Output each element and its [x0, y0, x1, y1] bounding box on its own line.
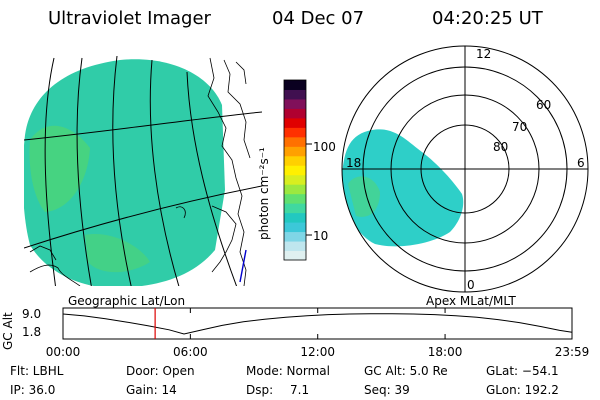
y-tick-label: 9.0 [22, 307, 42, 321]
colorbar-step [284, 98, 306, 109]
mlat-mlt-polar-plot [341, 45, 589, 293]
colorbar-step [284, 117, 306, 128]
colorbar-step [284, 184, 306, 195]
footprint-line [239, 249, 247, 283]
emission-patch [348, 176, 380, 217]
colorbar-step [284, 127, 306, 138]
colorbar-step [284, 146, 306, 157]
emission-patch [85, 234, 150, 273]
x-tick-label: 06:00 [173, 345, 208, 359]
colorbar-step [284, 165, 306, 176]
door-info: Door: Open [126, 364, 195, 378]
colorbar-step [284, 155, 306, 166]
colorbar-step [284, 222, 306, 233]
mlat-label-80: 80 [493, 140, 509, 154]
x-tick-label: 18:00 [427, 345, 463, 359]
mlat-label-60: 60 [536, 98, 552, 112]
colorbar-step [284, 203, 306, 214]
colorbar-step [284, 174, 306, 185]
mlt-label-6: 6 [577, 156, 585, 170]
x-tick-label: 12:00 [300, 345, 335, 359]
time-label: 04:20:25 UT [432, 8, 543, 29]
gc-alt-info: GC Alt: 5.0 Re [364, 364, 448, 378]
auroral-emission-region [24, 59, 225, 286]
colorbar-step [284, 108, 306, 119]
filter-info: Flt: LBHL [10, 364, 64, 378]
geographic-projection-label: Geographic Lat/Lon [68, 294, 186, 308]
mlat-label-70: 70 [512, 120, 528, 134]
date-label: 04 Dec 07 [272, 8, 365, 29]
lat-lon-grid [24, 56, 262, 286]
dsp-label: Dsp: [246, 383, 274, 397]
instrument-title: Ultraviolet Imager [48, 8, 211, 29]
dsp-value: 7.1 [290, 383, 310, 397]
colorbar-step [284, 136, 306, 147]
colorbar-step [284, 80, 306, 90]
colorbar-step [284, 250, 306, 261]
x-tick-label: 23:59 [554, 345, 590, 359]
y-tick-label: 1.8 [22, 325, 42, 339]
x-tick-label: 00:00 [45, 345, 81, 359]
seq-info: Seq: 39 [364, 383, 410, 397]
colorbar-tick-10: 10 [313, 229, 329, 243]
mode-info: Mode: Normal [246, 364, 330, 378]
colorbar-step [284, 89, 306, 100]
mlt-label-0: 0 [467, 278, 475, 292]
auroral-oval-emission [342, 129, 464, 247]
colorbar-step [284, 231, 306, 242]
polar-grid [341, 45, 589, 293]
geographic-map [24, 56, 262, 286]
mlt-label-12: 12 [476, 47, 492, 61]
colorbar-step [284, 193, 306, 204]
ip-info: IP: 36.0 [10, 383, 56, 397]
colorbar [283, 79, 312, 261]
glat-info: GLat: −54.1 [486, 364, 559, 378]
apex-projection-label: Apex MLat/MLT [426, 294, 516, 308]
colorbar-tick-100: 100 [313, 140, 336, 154]
colorbar-step [284, 241, 306, 252]
gc-alt-series-line [62, 313, 573, 335]
gain-info: Gain: 14 [126, 383, 177, 397]
coastline [29, 57, 251, 286]
glon-info: GLon: 192.2 [486, 383, 559, 397]
colorbar-step [284, 212, 306, 223]
mlt-label-18: 18 [346, 156, 362, 170]
